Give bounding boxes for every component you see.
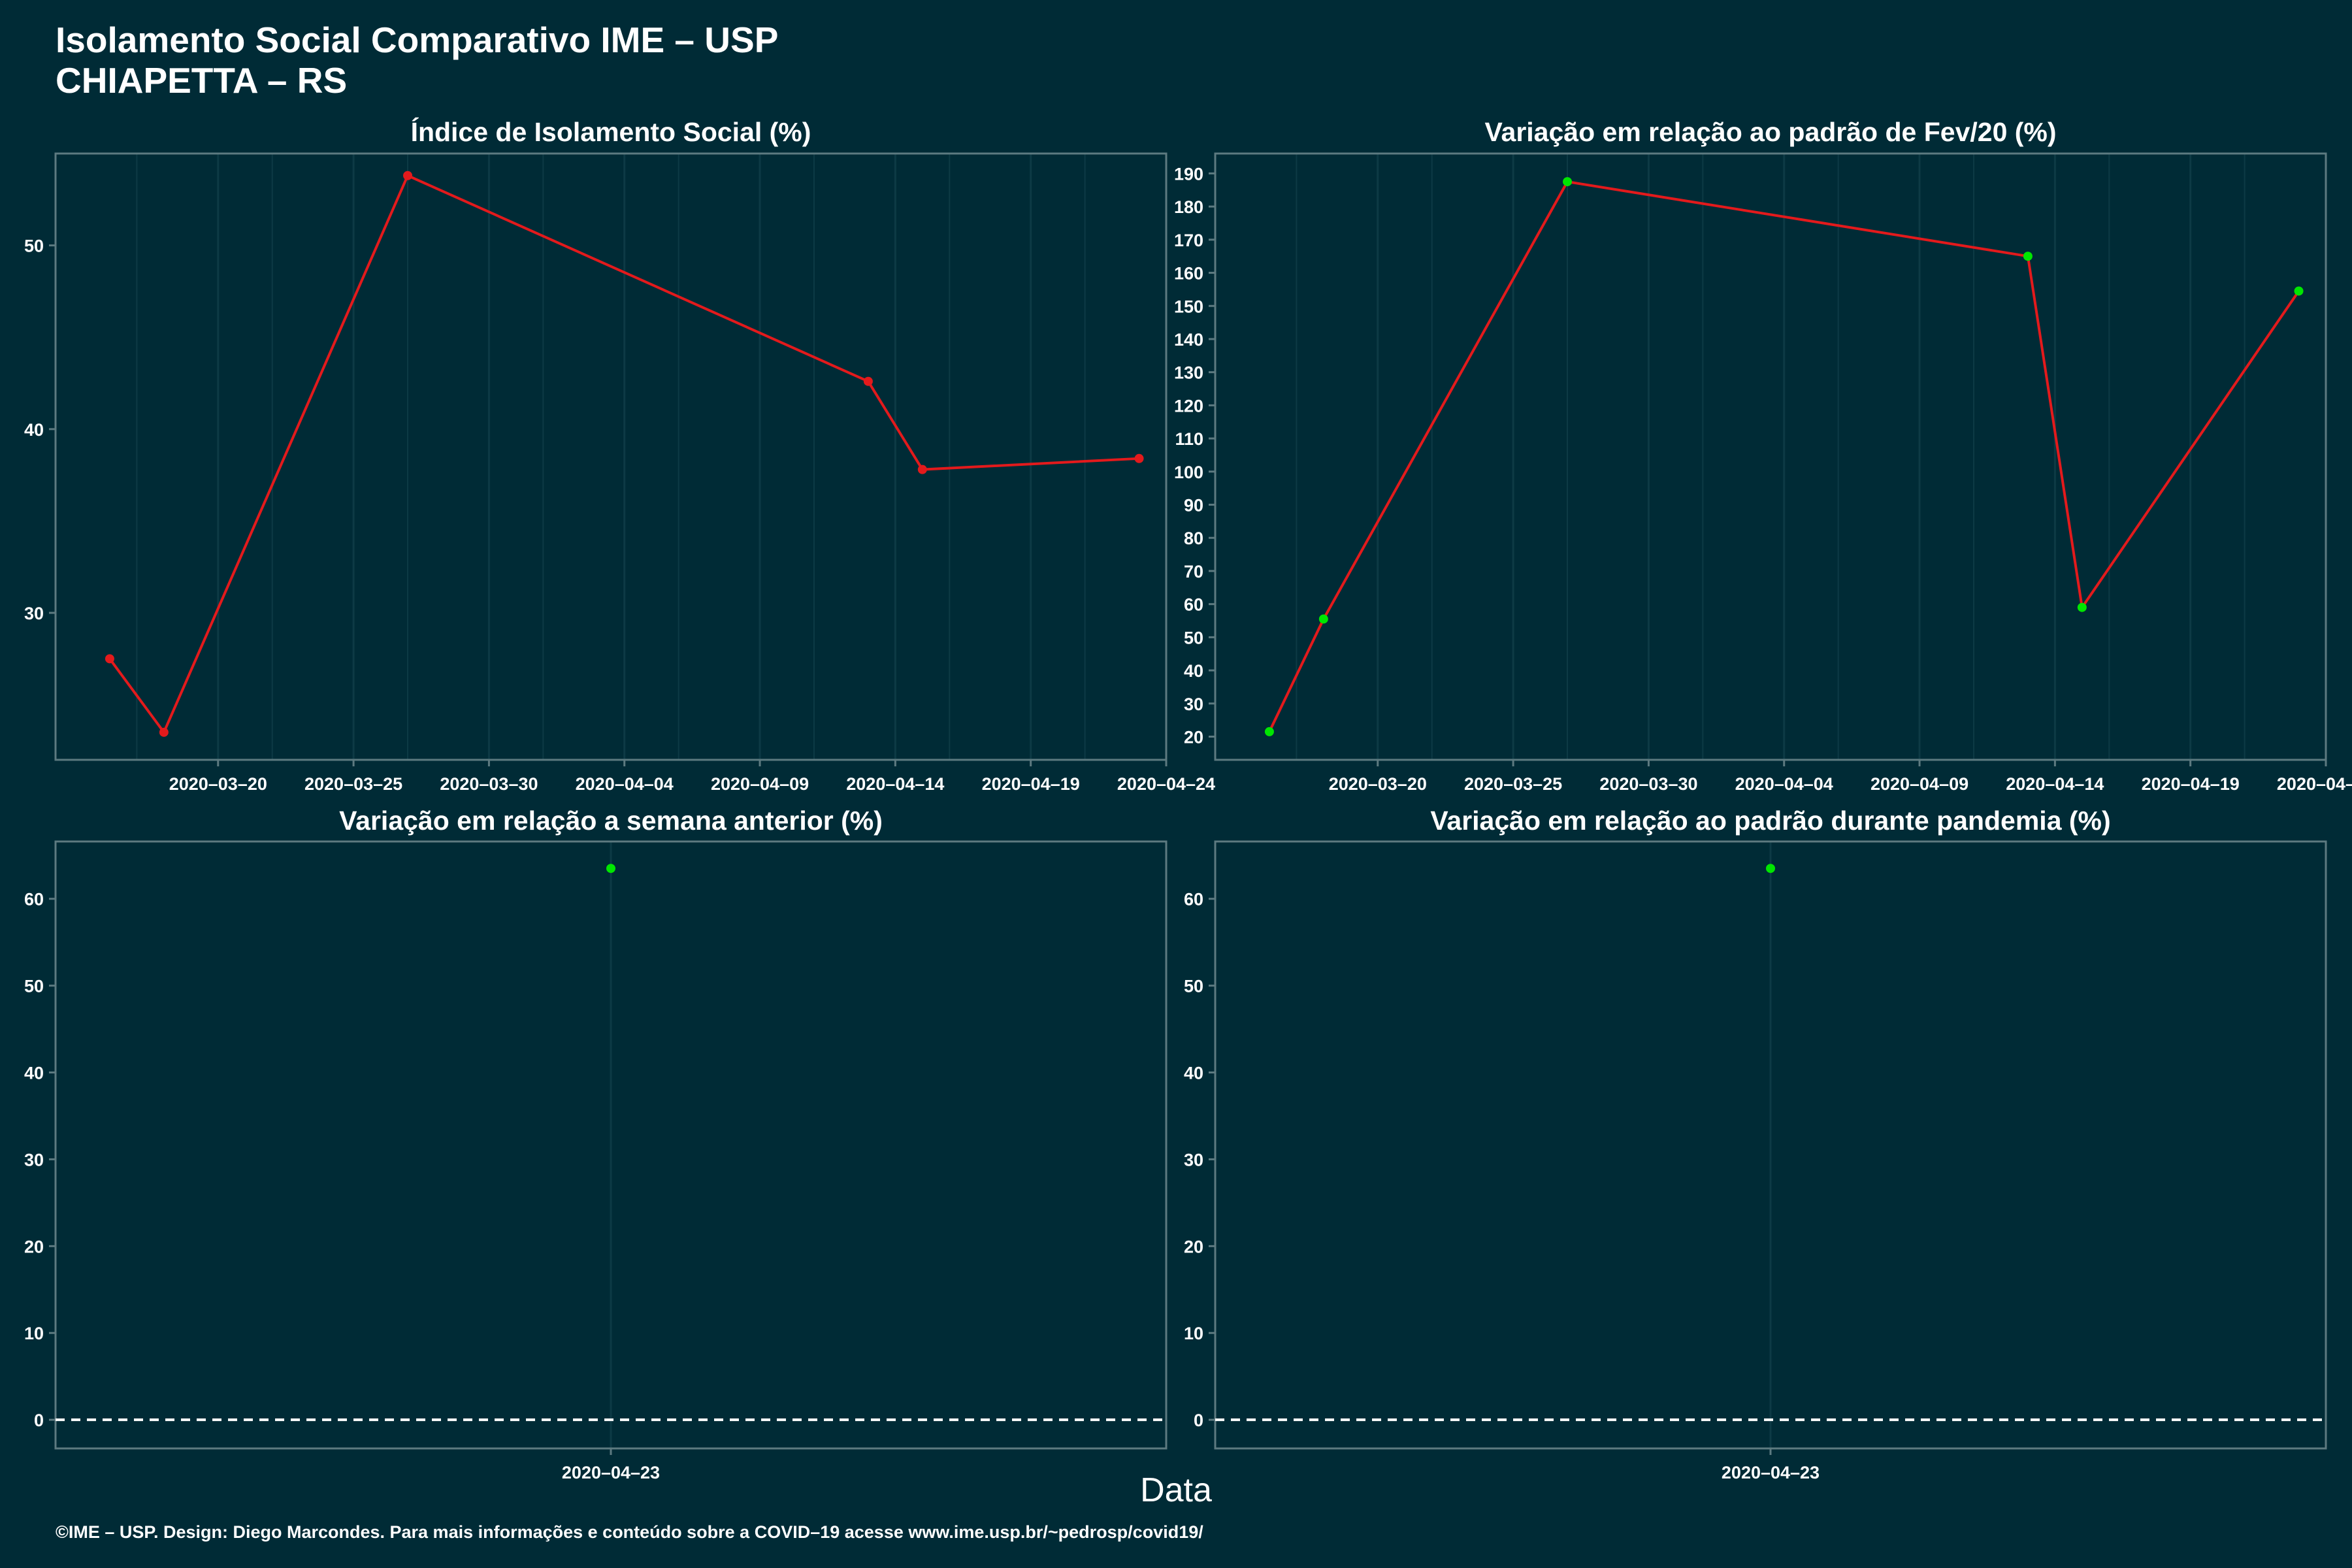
y-tick-label: 50: [24, 237, 44, 256]
y-tick-label: 10: [1184, 1324, 1203, 1343]
x-tick-label: 2020–03–25: [1464, 774, 1562, 794]
y-tick-label: 30: [24, 1150, 44, 1169]
y-tick-label: 40: [24, 420, 44, 440]
y-tick-label: 60: [1184, 595, 1203, 615]
data-point: [863, 376, 873, 386]
data-point: [159, 727, 169, 737]
data-point: [1318, 614, 1328, 624]
data-point: [1264, 727, 1274, 736]
y-tick-label: 80: [1184, 529, 1203, 548]
x-tick-label: 2020–03–20: [169, 774, 267, 794]
y-tick-label: 50: [1184, 977, 1203, 996]
x-tick-label: 2020–04–09: [1870, 774, 1968, 794]
y-tick-label: 30: [24, 604, 44, 623]
x-tick-label: 2020–04–14: [2006, 774, 2104, 794]
x-tick-label: 2020–04–23: [562, 1463, 660, 1482]
y-tick-label: 30: [1184, 694, 1203, 714]
y-tick-label: 100: [1174, 463, 1203, 482]
x-tick-label: 2020–04–24: [2277, 774, 2352, 794]
data-point: [2294, 286, 2304, 296]
x-tick-label: 2020–04–24: [1117, 774, 1215, 794]
y-tick-label: 120: [1174, 396, 1203, 416]
y-tick-label: 20: [24, 1237, 44, 1256]
data-point: [2023, 252, 2033, 261]
x-tick-label: 2020–04–19: [2142, 774, 2240, 794]
y-tick-label: 30: [1184, 1150, 1203, 1169]
x-tick-label: 2020–04–04: [1735, 774, 1833, 794]
panel-title-isolamento: Índice de Isolamento Social (%): [410, 117, 811, 147]
y-tick-label: 10: [24, 1324, 44, 1343]
x-tick-label: 2020–04–14: [846, 774, 944, 794]
y-tick-label: 90: [1184, 496, 1203, 515]
data-point: [917, 465, 927, 474]
data-point: [1563, 177, 1573, 187]
x-tick-label: 2020–03–25: [304, 774, 402, 794]
data-point: [606, 864, 615, 874]
y-tick-label: 60: [1184, 890, 1203, 909]
y-tick-label: 0: [1194, 1411, 1203, 1430]
y-tick-label: 0: [34, 1411, 44, 1430]
plot-frame: [54, 152, 1168, 761]
data-point: [2077, 602, 2087, 612]
y-tick-label: 40: [1184, 661, 1203, 681]
y-tick-label: 70: [1184, 562, 1203, 581]
y-tick-label: 60: [24, 890, 44, 909]
y-tick-label: 50: [1184, 628, 1203, 647]
y-tick-label: 20: [1184, 1237, 1203, 1256]
x-tick-label: 2020–03–30: [440, 774, 538, 794]
series-line: [1268, 180, 2300, 732]
y-tick-label: 40: [1184, 1064, 1203, 1083]
x-tick-label: 2020–04–23: [1722, 1463, 1820, 1482]
x-tick-label: 2020–03–20: [1329, 774, 1427, 794]
chart-panel-2: 0 10 20 30 40 50 60 2020–04–23: [24, 840, 1168, 1482]
y-tick-label: 20: [1184, 728, 1203, 747]
panel-title-fev20: Variação em relação ao padrão de Fev/20 …: [1484, 117, 2057, 147]
chart-panel-3: 0 10 20 30 40 50 60 2020–04–23: [1184, 840, 2327, 1482]
y-tick-label: 50: [24, 977, 44, 996]
data-point: [105, 654, 114, 664]
x-tick-label: 2020–03–30: [1599, 774, 1697, 794]
y-tick-label: 150: [1174, 297, 1203, 316]
chart-title: Isolamento Social Comparativo IME – USP: [56, 20, 779, 60]
y-tick-label: 140: [1174, 330, 1203, 350]
panel-title-pandemia: Variação em relação ao padrão durante pa…: [1430, 806, 2111, 836]
footer-credit: ©IME – USP. Design: Diego Marcondes. Par…: [56, 1522, 1203, 1542]
y-tick-label: 190: [1174, 164, 1203, 184]
y-tick-label: 180: [1174, 197, 1203, 217]
y-tick-label: 160: [1174, 264, 1203, 284]
chart-panel-1: 20 30 40 50 60 70 80 90 100 110 120 130 140 150 160 170…: [1174, 152, 2352, 794]
chart-subtitle: CHIAPETTA – RS: [56, 60, 348, 101]
x-tick-label: 2020–04–09: [711, 774, 809, 794]
panel-title-semana: Variação em relação a semana anterior (%…: [339, 806, 883, 836]
y-tick-label: 110: [1175, 429, 1203, 449]
x-tick-label: 2020–04–04: [576, 774, 674, 794]
data-point: [403, 171, 413, 180]
x-axis-label: Data: [1140, 1471, 1212, 1509]
series-line: [108, 174, 1139, 735]
x-tick-label: 2020–04–19: [982, 774, 1080, 794]
data-point: [1134, 453, 1144, 463]
y-tick-label: 130: [1174, 363, 1203, 383]
data-point: [1766, 864, 1775, 874]
y-tick-label: 40: [24, 1064, 44, 1083]
y-tick-label: 170: [1174, 231, 1203, 250]
plot-frame: [1214, 152, 2327, 761]
